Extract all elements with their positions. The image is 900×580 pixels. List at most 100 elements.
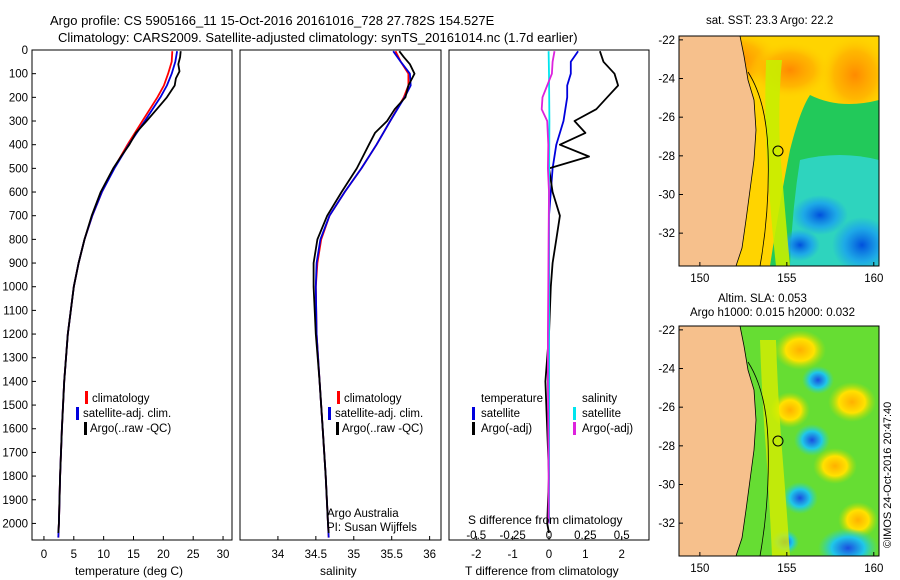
depth-tick-label: 100 <box>9 69 28 81</box>
map-y-tick-label: -26 <box>658 112 675 124</box>
legend-label-t-satellite: satellite <box>481 408 520 420</box>
x-tick-label: 5 <box>71 549 77 561</box>
series-line-2 <box>312 50 416 533</box>
sla-map: Altim. SLA: 0.053 Argo h1000: 0.015 h200… <box>658 293 883 575</box>
map-y-tick-label: -28 <box>658 441 675 453</box>
salinity-series <box>312 50 416 538</box>
sst-map: sat. SST: 23.3 Argo: 22.2 150 155 160 -22 -2… <box>658 15 883 285</box>
map-y-tick-label: -30 <box>658 479 675 491</box>
legend-swatch-t-argo <box>472 422 475 435</box>
annotation-line-1: Argo Australia <box>327 508 399 520</box>
map-x-tick-label: 160 <box>864 563 883 575</box>
map-y-tick-label: -24 <box>658 74 675 86</box>
x-tick-label: 0 <box>41 549 47 561</box>
difference-series <box>540 50 619 534</box>
x-tick-label: 25 <box>187 549 200 561</box>
credit-text: ©IMOS 24-Oct-2016 20:47:40 <box>882 402 894 548</box>
map-y-tick-label: -22 <box>658 35 675 47</box>
temperature-xlabel: temperature (deg C) <box>75 564 183 578</box>
s-diff-tick-label: 0 <box>546 530 552 542</box>
map-y-tick-label: -26 <box>658 402 675 414</box>
depth-tick-label: 1500 <box>2 400 28 412</box>
header-line-1: Argo profile: CS 5905166_11 15-Oct-2016 … <box>50 13 495 28</box>
difference-panel: -2 -1 0 1 2 -0.5 -0.25 0 0.25 0.5 S difference fr… <box>448 49 650 578</box>
legend-label-argo: Argo(..raw -QC) <box>342 423 423 435</box>
x-tick-label: 20 <box>157 549 170 561</box>
map-y-tick-label: -30 <box>658 189 675 201</box>
map-x-tick-label: 155 <box>777 273 796 285</box>
map-y-tick-label: -32 <box>658 228 675 240</box>
s-diff-tick-label: 0.5 <box>614 530 630 542</box>
s-diff-tick-label: -0.25 <box>500 530 526 542</box>
temperature-series <box>57 51 182 538</box>
sla-map-subtitle: Argo h1000: 0.015 h2000: 0.032 <box>690 307 855 319</box>
depth-tick-label: 0 <box>22 45 28 57</box>
legend-label-satellite: satellite-adj. clim. <box>83 408 171 420</box>
sla-field <box>679 326 879 556</box>
x-tick-label: 35 <box>347 549 360 561</box>
x-tick-label: 34.5 <box>305 549 327 561</box>
legend-swatch-t-satellite <box>472 407 475 420</box>
sst-field <box>679 36 879 266</box>
depth-tick-label: 1300 <box>2 353 28 365</box>
sst-argo-marker <box>772 145 784 157</box>
legend-swatch-s-satellite <box>573 407 576 420</box>
series-line-3 <box>540 51 556 524</box>
legend-swatch-argo <box>336 422 339 435</box>
x-tick-label: 34 <box>272 549 285 561</box>
map-y-tick-label: -28 <box>658 151 675 163</box>
map-y-tick-label: -22 <box>658 325 675 337</box>
salinity-x-axis: 34 34.5 35 35.5 36 <box>272 536 436 561</box>
t-difference-label: T difference from climatology <box>465 564 619 578</box>
map-x-tick-label: 150 <box>690 563 709 575</box>
sst-map-axes: 150 155 160 -22 -24 -26 -28 -30 -32 <box>658 35 883 285</box>
legend-label-t-argo: Argo(-adj) <box>481 423 532 435</box>
annotation-line-2: PI: Susan Wijffels <box>327 522 417 534</box>
legend-title-salinity: salinity <box>582 393 617 405</box>
depth-tick-label: 1800 <box>2 471 28 483</box>
x-tick-label: 15 <box>127 549 140 561</box>
x-tick-label: 0 <box>546 549 552 561</box>
legend-swatch-satellite <box>76 407 79 420</box>
map-x-tick-label: 160 <box>864 273 883 285</box>
salinity-panel: 34 34.5 35 35.5 36 salinity climatology sate… <box>239 49 442 578</box>
depth-tick-label: 1100 <box>3 305 28 317</box>
sst-map-frame <box>678 35 880 267</box>
depth-tick-label: 500 <box>9 163 28 175</box>
x-tick-label: 1 <box>582 549 588 561</box>
depth-tick-label: 600 <box>9 187 28 199</box>
x-tick-label: -2 <box>471 549 481 561</box>
legend-label-climatology: climatology <box>344 393 402 405</box>
depth-tick-label: 1700 <box>2 447 28 459</box>
series-line-1 <box>314 50 412 538</box>
legend-label-s-satellite: satellite <box>582 408 621 420</box>
depth-tick-label: 1400 <box>2 376 28 388</box>
x-tick-label: -1 <box>508 549 518 561</box>
legend-label-climatology: climatology <box>92 393 150 405</box>
x-tick-label: 30 <box>217 549 230 561</box>
x-tick-label: 35.5 <box>381 549 403 561</box>
sst-map-title: sat. SST: 23.3 Argo: 22.2 <box>706 15 833 27</box>
map-y-tick-label: -32 <box>658 518 675 530</box>
series-line-1 <box>544 50 619 534</box>
sla-map-title: Altim. SLA: 0.053 <box>718 293 807 305</box>
legend-swatch-argo <box>84 422 87 435</box>
depth-tick-label: 1900 <box>2 495 28 507</box>
depth-tick-label: 700 <box>9 211 28 223</box>
series-line-0 <box>548 50 579 524</box>
header-line-2: Climatology: CARS2009. Satellite-adjuste… <box>58 30 578 45</box>
depth-tick-label: 200 <box>9 92 28 104</box>
map-y-tick-label: -24 <box>658 364 675 376</box>
map-x-tick-label: 150 <box>690 273 709 285</box>
sla-argo-marker <box>772 435 784 447</box>
s-difference-label: S difference from climatology <box>468 513 623 527</box>
legend-title-temperature: temperature <box>481 393 543 405</box>
difference-legend: temperature satellite Argo(-adj) salinit… <box>472 393 633 435</box>
depth-tick-label: 2000 <box>2 518 28 530</box>
depth-tick-label: 900 <box>9 258 28 270</box>
salinity-xlabel: salinity <box>320 564 357 578</box>
series-line-1 <box>57 51 178 538</box>
series-line-0 <box>314 50 410 538</box>
difference-x-axis: -2 -1 0 1 2 -0.5 -0.25 0 0.25 0.5 <box>466 530 629 561</box>
salinity-legend: climatology satellite-adj. clim. Argo(..… <box>328 391 423 435</box>
